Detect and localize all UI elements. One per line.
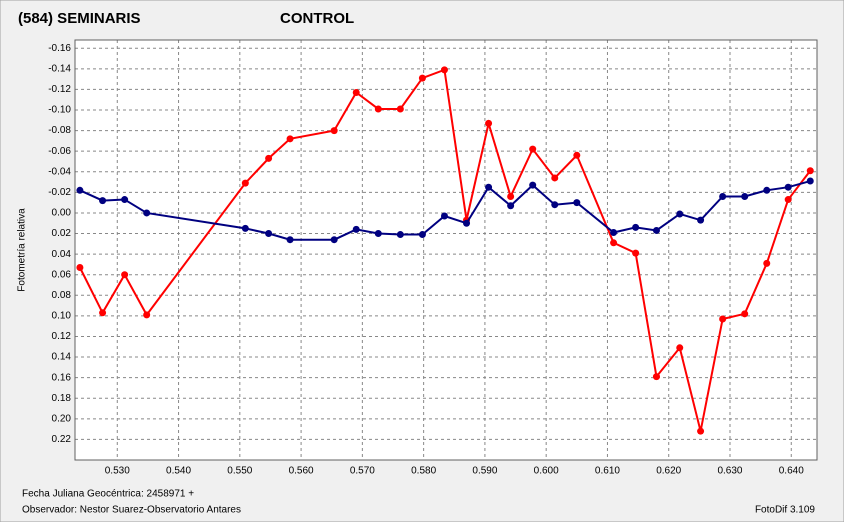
y-tick-label: 0.10 — [52, 311, 72, 322]
y-tick-label: -0.12 — [48, 84, 71, 95]
y-tick-label: 0.14 — [52, 352, 72, 363]
data-point — [529, 181, 537, 189]
legend-entry: (584) SEMINARIS — [18, 10, 141, 27]
data-point — [463, 219, 471, 227]
data-point — [573, 199, 581, 207]
x-tick-label: 0.640 — [779, 466, 804, 477]
y-tick-label: 0.08 — [52, 290, 72, 301]
observer: Observador: Nestor Suarez-Observatorio A… — [22, 505, 241, 516]
data-point — [440, 212, 448, 220]
data-point — [784, 183, 792, 191]
y-tick-label: 0.20 — [52, 413, 72, 424]
data-point — [374, 230, 382, 238]
x-tick-label: 0.600 — [534, 466, 559, 477]
y-tick-label: 0.12 — [52, 331, 72, 342]
x-tick-label: 0.610 — [595, 466, 620, 477]
data-point — [241, 224, 249, 232]
y-tick-label: 0.02 — [52, 228, 72, 239]
data-point — [265, 230, 273, 238]
plot-border — [74, 39, 818, 461]
y-tick-label: -0.10 — [48, 105, 71, 116]
y-tick-label: -0.02 — [48, 187, 71, 198]
data-point — [551, 174, 559, 182]
data-point — [610, 239, 618, 247]
x-tick-label: 0.570 — [350, 466, 375, 477]
data-point — [485, 119, 493, 127]
plot-area — [75, 40, 817, 460]
y-axis-label: Fotometría relativa — [17, 208, 28, 292]
data-point — [418, 231, 426, 239]
y-tick-label: -0.06 — [48, 146, 71, 157]
data-point — [330, 127, 338, 135]
data-point — [632, 249, 640, 257]
data-point — [418, 74, 426, 82]
data-point — [352, 225, 360, 233]
x-tick-label: 0.530 — [105, 466, 130, 477]
data-point — [352, 89, 360, 96]
y-tick-label: -0.04 — [48, 166, 71, 177]
data-point — [440, 66, 448, 74]
data-point — [806, 177, 814, 185]
data-point — [741, 310, 749, 318]
y-tick-label: 0.04 — [52, 249, 72, 260]
data-point — [719, 192, 727, 200]
data-point — [763, 186, 771, 194]
y-tick-label: -0.08 — [48, 125, 71, 136]
data-point — [719, 315, 727, 323]
legend-entry: CONTROL — [280, 10, 354, 27]
y-tick-label: 0.00 — [52, 208, 72, 219]
data-point — [652, 373, 660, 381]
data-point — [330, 236, 338, 244]
data-point — [676, 210, 684, 218]
data-point — [610, 229, 618, 236]
y-tick-label: 0.22 — [52, 434, 72, 445]
x-tick-label: 0.560 — [289, 466, 314, 477]
y-tick-label: -0.14 — [48, 63, 71, 74]
data-point — [573, 151, 581, 159]
data-point — [763, 259, 771, 267]
y-tick-label: 0.18 — [52, 393, 72, 404]
x-tick-label: 0.550 — [227, 466, 252, 477]
y-tick-label: 0.16 — [52, 372, 72, 383]
data-point — [507, 192, 515, 200]
data-point — [396, 231, 404, 239]
data-point — [99, 197, 107, 205]
data-point — [241, 179, 249, 187]
x-tick-label: 0.540 — [166, 466, 191, 477]
data-point — [286, 135, 294, 143]
data-point — [529, 145, 537, 153]
x-tick-label: 0.590 — [472, 466, 497, 477]
data-point — [374, 105, 382, 113]
data-point — [551, 201, 559, 209]
data-point — [99, 309, 107, 317]
x-tick-label: 0.620 — [656, 466, 681, 477]
data-point — [121, 271, 129, 279]
data-point — [697, 216, 705, 224]
data-point — [632, 223, 640, 231]
x-tick-label: 0.630 — [717, 466, 742, 477]
x-tick-label: 0.580 — [411, 466, 436, 477]
software-version: FotoDif 3.109 — [755, 505, 815, 516]
data-point — [286, 236, 294, 244]
y-tick-label: 0.06 — [52, 269, 72, 280]
data-point — [143, 311, 151, 319]
data-point — [806, 167, 814, 175]
data-point — [485, 183, 493, 191]
data-point — [741, 192, 749, 200]
data-point — [507, 202, 515, 210]
y-tick-label: -0.16 — [48, 43, 71, 54]
data-point — [265, 154, 273, 162]
data-point — [697, 427, 705, 435]
data-point — [676, 344, 684, 352]
x-caption: Fecha Juliana Geocéntrica: 2458971 + — [22, 489, 194, 500]
data-point — [784, 196, 792, 204]
data-point — [652, 226, 660, 234]
data-point — [121, 196, 129, 204]
data-point — [396, 105, 404, 113]
data-point — [76, 264, 84, 271]
data-point — [76, 186, 84, 194]
data-point — [143, 209, 151, 217]
